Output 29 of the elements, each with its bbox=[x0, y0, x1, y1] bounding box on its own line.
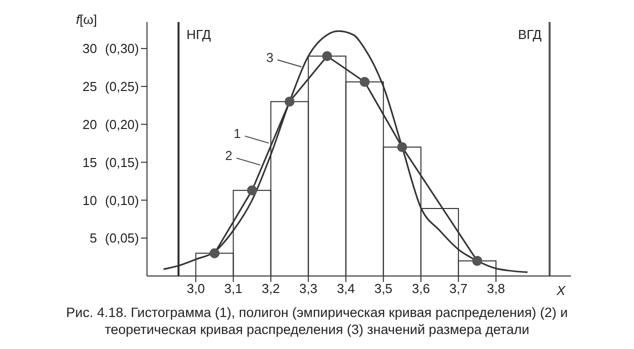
x-tick-label: 3,6 bbox=[412, 281, 430, 296]
y2-tick-label: (0,30) bbox=[105, 41, 139, 56]
y2-tick-label: (0,20) bbox=[105, 116, 139, 132]
x-tick-label: 3,1 bbox=[224, 281, 242, 296]
ref-line-label: НГД bbox=[186, 27, 212, 42]
y-tick-label: 30 bbox=[82, 41, 97, 56]
y-tick-label: 25 bbox=[82, 79, 97, 94]
y-tick-label: 15 bbox=[82, 154, 97, 170]
y2-tick-label: (0,05) bbox=[105, 230, 139, 246]
x-tick-label: 3,3 bbox=[299, 281, 318, 296]
x-tick-label: 3,2 bbox=[262, 281, 280, 296]
y2-tick-label: (0,25) bbox=[105, 79, 139, 94]
text: 1 bbox=[234, 126, 241, 142]
x-tick-label: 3,0 bbox=[186, 281, 205, 296]
y-tick-label: 5 bbox=[90, 230, 97, 246]
y2-tick-label: (0,10) bbox=[105, 192, 139, 208]
y2-tick-label: (0,15) bbox=[105, 154, 139, 170]
x-axis-title: X bbox=[556, 283, 567, 298]
x-tick-label: 3,4 bbox=[336, 281, 355, 296]
y-tick-label: 20 bbox=[82, 116, 97, 132]
x-tick-label: 3,8 bbox=[486, 281, 505, 296]
y-axis-title: f[ω] bbox=[76, 12, 97, 27]
text: 3 bbox=[266, 50, 274, 65]
x-tick-label: 3,7 bbox=[449, 281, 468, 296]
ref-line-label: ВГД bbox=[518, 27, 542, 42]
x-tick-label: 3,5 bbox=[374, 281, 392, 296]
text: Рис. 4.18. Гистограмма (1), полигон (эмпирическая кривая распределения) (2) и теоретическая кривая распределения (3) значений размера детали bbox=[65, 304, 569, 338]
y-tick-label: 10 bbox=[82, 192, 97, 208]
text: 2 bbox=[225, 148, 232, 164]
